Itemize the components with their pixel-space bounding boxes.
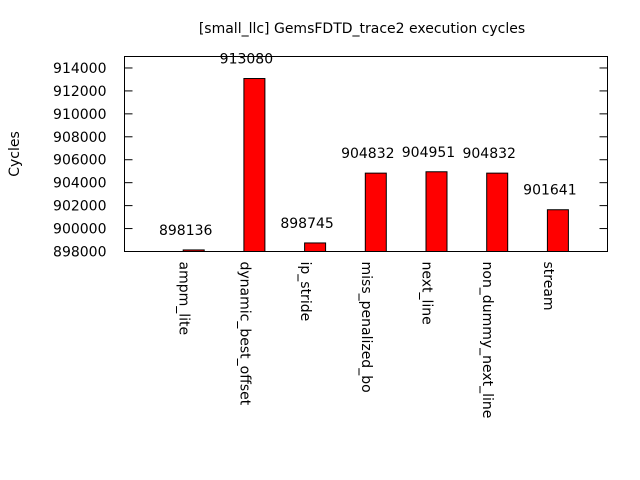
bar-stream xyxy=(546,209,569,253)
bar-value-label: 913080 xyxy=(220,52,273,68)
bar-value-labels: 898136 913080 898745 904832 904951 904832 9016… xyxy=(159,52,577,239)
bar-value-label: 898136 xyxy=(159,223,213,239)
y-tick-label: 908000 xyxy=(53,130,106,146)
x-tick-label: stream xyxy=(540,262,556,311)
y-axis-ticks: 898000 900000 902000 904000 906000 908000 9100… xyxy=(53,61,608,261)
x-tick-label: ip_stride xyxy=(297,262,313,322)
bar-value-label: 904832 xyxy=(341,146,394,162)
y-tick-label: 910000 xyxy=(53,107,106,123)
bar-ip-stride xyxy=(304,242,327,252)
x-tick-label: ampm_lite xyxy=(176,262,192,336)
x-axis-category-labels: ampm_lite dynamic_best_offset ip_stride mis… xyxy=(176,262,556,419)
x-tick-label: miss_penalized_bo xyxy=(358,262,374,393)
plot-frame xyxy=(124,56,608,252)
y-tick-label: 900000 xyxy=(53,222,106,238)
bars-group xyxy=(182,78,569,253)
y-tick-label: 902000 xyxy=(53,199,106,215)
x-tick-label: non_dummy_next_line xyxy=(479,262,495,419)
y-tick-label: 898000 xyxy=(53,245,106,261)
bar-value-label: 901641 xyxy=(523,183,576,199)
bar-dynamic-best-offset xyxy=(243,78,266,252)
bar-value-label: 898745 xyxy=(280,216,333,232)
x-tick-label: dynamic_best_offset xyxy=(236,262,252,406)
bar-miss-penalized-bo xyxy=(364,172,387,252)
x-tick-label: next_line xyxy=(419,262,435,325)
bar-next-line xyxy=(425,171,448,252)
y-tick-label: 914000 xyxy=(53,61,106,77)
y-tick-label: 906000 xyxy=(53,153,106,169)
y-tick-label: 904000 xyxy=(53,176,106,192)
y-axis-label: Cycles xyxy=(7,131,23,177)
bar-value-label: 904951 xyxy=(402,145,455,161)
chart-title: [small_llc] GemsFDTD_trace2 execution cy… xyxy=(199,21,525,37)
bar-value-label: 904832 xyxy=(462,146,515,162)
bar-non-dummy-next-line xyxy=(486,172,509,252)
y-tick-label: 912000 xyxy=(53,84,106,100)
